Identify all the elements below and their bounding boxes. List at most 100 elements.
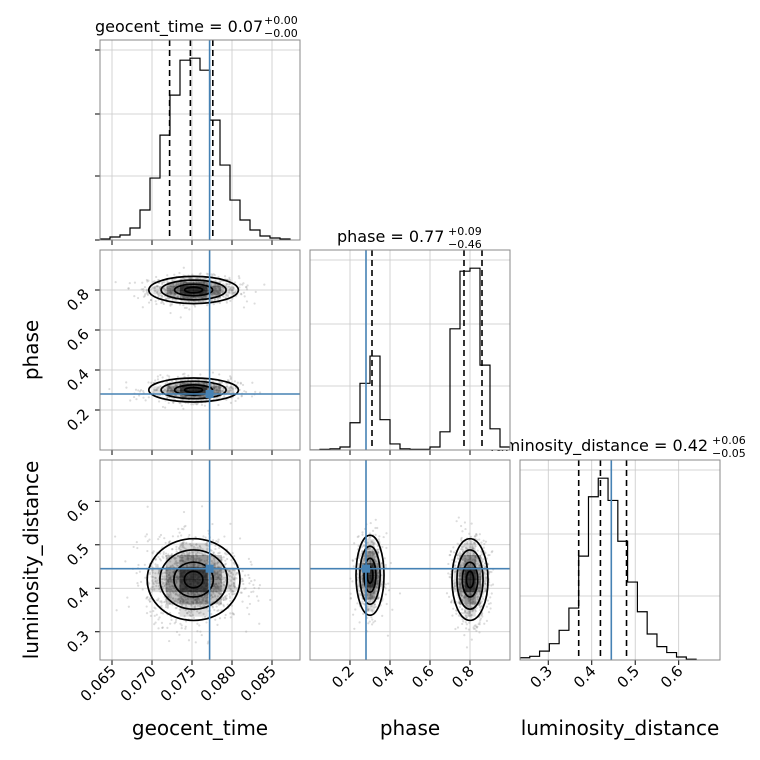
panel-phase-luminosity-distance-sample-point [479, 577, 482, 581]
panel-geocent-time-luminosity-distance-sample-point [250, 579, 253, 583]
panel-geocent-time-luminosity-distance-sample-point [228, 569, 232, 573]
panel-phase-luminosity-distance-sample-point [478, 623, 481, 626]
panel-phase-luminosity-distance-sample-point [368, 547, 371, 551]
panel-geocent-time-luminosity-distance-sample-point [232, 582, 235, 585]
panel-geocent-time-phase-sample-point [137, 389, 140, 392]
panel-phase-luminosity-distance-sample-point [450, 601, 453, 604]
panel-phase-luminosity-distance-sample-point [462, 550, 465, 553]
panel-geocent-time-luminosity-distance-sample-point [241, 600, 244, 603]
panel-phase-luminosity-distance-sample-point [460, 594, 463, 597]
panel-geocent-time-luminosity-distance-sample-point [168, 639, 171, 643]
panel-geocent-time-luminosity-distance-sample-point [197, 601, 200, 605]
panel-geocent-time-phase-sample-point [213, 298, 216, 301]
panel-geocent-time-phase-sample-point [168, 290, 172, 294]
panel-phase-luminosity-distance-sample-point [465, 553, 468, 556]
panel-geocent-time-phase-sample-point [221, 390, 224, 393]
panel-geocent-time-phase-sample-point [205, 382, 208, 386]
panel-geocent-time-phase-contour-0 [147, 377, 240, 403]
panel-geocent-time-luminosity-distance-sample-point [221, 571, 224, 574]
panel-geocent-time-luminosity-distance-sample-point [175, 576, 179, 579]
panel-phase-luminosity-distance-sample-point [459, 565, 462, 568]
panel-geocent-time-phase-sample-point [211, 295, 214, 298]
panel-geocent-time-phase-sample-point [185, 281, 188, 284]
panel-geocent-time-luminosity-distance-sample-point [199, 603, 202, 606]
panel-phase-luminosity-distance-sample-point [450, 599, 453, 602]
panel-geocent-time-luminosity-distance-sample-point [170, 585, 174, 588]
panel-geocent-time-luminosity-distance-sample-point [162, 556, 165, 559]
panel-phase-luminosity-distance-sample-point [475, 606, 478, 610]
panel-geocent-time-phase-sample-point [178, 271, 181, 275]
panel-phase-luminosity-distance-sample-point [472, 547, 475, 550]
panel-geocent-time-luminosity-distance-sample-point [161, 578, 164, 581]
panel-geocent-time-phase-sample-point [161, 301, 164, 304]
panel-geocent-time-phase-sample-point [170, 389, 173, 392]
panel-geocent-time-luminosity-distance-sample-point [159, 600, 162, 603]
panel-phase-luminosity-distance-sample-point [459, 592, 462, 595]
panel-phase-luminosity-distance-sample-point [374, 605, 378, 608]
panel-geocent-time-phase-sample-point [200, 403, 204, 406]
panel-geocent-time-luminosity-distance-sample-point [169, 565, 172, 568]
panel-geocent-time-luminosity-distance-sample-point [132, 545, 135, 549]
panel-geocent-time-phase-sample-point [202, 300, 205, 303]
panel-phase-luminosity-distance-sample-point [366, 609, 370, 612]
panel-geocent-time-phase-sample-point [212, 284, 215, 287]
panel-phase-luminosity-distance-sample-point [466, 611, 469, 615]
panel-phase-luminosity-distance-sample-point [461, 599, 464, 602]
panel-geocent-time-luminosity-distance-sample-point [166, 582, 169, 586]
panel-geocent-time-luminosity-distance-sample-point [152, 581, 155, 584]
hist-luminosity-distance-background [520, 460, 720, 660]
panel-phase-luminosity-distance-sample-point [368, 535, 372, 539]
panel-geocent-time-luminosity-distance-sample-point [218, 546, 221, 550]
panel-geocent-time-luminosity-distance-sample-point [164, 604, 168, 607]
panel-phase-luminosity-distance-density-cell [459, 591, 465, 605]
panel-geocent-time-luminosity-distance-sample-point [150, 569, 153, 572]
panel-geocent-time-luminosity-distance-sample-point [252, 590, 255, 593]
panel-geocent-time-phase-sample-point [161, 405, 165, 409]
panel-geocent-time-phase-sample-point [201, 296, 204, 299]
panel-phase-luminosity-distance-density-cell [370, 551, 375, 564]
panel-geocent-time-luminosity-distance-sample-point [163, 578, 166, 582]
panel-geocent-time-luminosity-distance-sample-point [202, 612, 205, 616]
panel-geocent-time-phase-sample-point [149, 299, 153, 302]
panel-geocent-time-luminosity-distance-sample-point [176, 601, 180, 604]
panel-geocent-time-phase-sample-point [186, 296, 189, 299]
panel-geocent-time-luminosity-distance-sample-point [177, 598, 180, 601]
axis-luminosity-distance-yticklabel-2: 0.5 [63, 540, 93, 570]
panel-phase-luminosity-distance-sample-point [370, 597, 373, 600]
panel-geocent-time-phase-sample-point [153, 286, 156, 289]
panel-phase-luminosity-distance-sample-point [472, 552, 475, 555]
panel-geocent-time-luminosity-distance-sample-point [191, 544, 194, 547]
panel-phase-luminosity-distance-sample-point [363, 544, 366, 547]
panel-geocent-time-luminosity-distance-sample-point [178, 545, 182, 548]
panel-geocent-time-phase-sample-point [254, 390, 257, 393]
panel-geocent-time-phase-sample-point [214, 283, 217, 287]
panel-geocent-time-luminosity-distance-sample-point [177, 555, 180, 558]
panel-phase-luminosity-distance-sample-point [368, 554, 371, 557]
panel-geocent-time-phase-sample-point [162, 281, 165, 284]
panel-geocent-time-luminosity-distance-sample-point [225, 594, 228, 597]
panel-phase-luminosity-distance-sample-point [363, 588, 366, 591]
panel-geocent-time-phase-sample-point [214, 287, 217, 290]
panel-geocent-time-luminosity-distance-sample-point [155, 565, 158, 568]
panel-geocent-time-phase-sample-point [175, 282, 178, 285]
panel-geocent-time-phase-sample-point [258, 391, 262, 394]
panel-geocent-time-luminosity-distance-sample-point [205, 543, 209, 546]
panel-geocent-time-luminosity-distance-sample-point [206, 548, 209, 551]
panel-geocent-time-luminosity-distance-sample-point [180, 544, 183, 547]
panel-phase-luminosity-distance-sample-point [471, 554, 474, 557]
panel-geocent-time-luminosity-distance-sample-point [210, 542, 213, 545]
panel-geocent-time-luminosity-distance-sample-point [160, 621, 164, 625]
panel-phase-luminosity-distance-sample-point [478, 573, 481, 576]
panel-geocent-time-luminosity-distance-sample-point [217, 609, 220, 612]
panel-geocent-time-luminosity-distance-sample-point [158, 535, 161, 538]
panel-phase-luminosity-distance-sample-point [459, 563, 462, 567]
panel-geocent-time-luminosity-distance-sample-point [191, 562, 194, 566]
panel-geocent-time-luminosity-distance-sample-point [212, 551, 215, 554]
panel-geocent-time-luminosity-distance-sample-point [211, 591, 215, 594]
panel-phase-luminosity-distance-sample-point [468, 592, 471, 596]
panel-phase-luminosity-distance-sample-point [376, 575, 380, 578]
panel-phase-luminosity-distance-sample-point [455, 520, 458, 523]
panel-geocent-time-phase-sample-point [171, 290, 174, 293]
panel-geocent-time-luminosity-distance-sample-point [169, 579, 172, 582]
panel-phase-luminosity-distance-sample-point [457, 573, 460, 576]
